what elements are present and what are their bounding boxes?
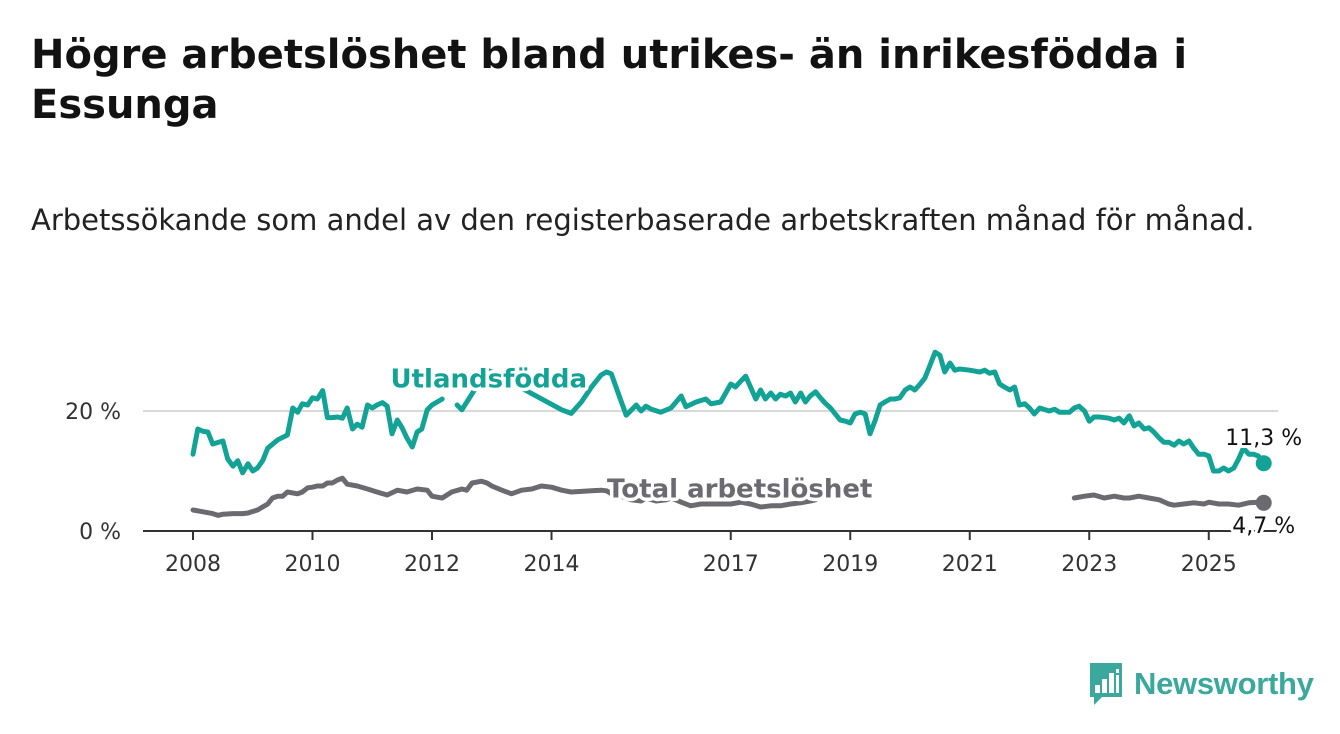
- series-label-total-arbetsl-shet: Total arbetslöshet: [607, 474, 872, 504]
- newsworthy-logo: Newsworthy: [1088, 660, 1314, 708]
- end-value-label-total-arbetsl-shet: 4,7 %: [1232, 514, 1295, 539]
- series-line-utlandsf-dda-2: [454, 349, 1267, 474]
- series-end-dot-total-arbetsl-shet: [1255, 494, 1272, 511]
- x-tick-label: 2019: [822, 552, 878, 577]
- series-label-utlandsf-dda: Utlandsfödda: [390, 365, 587, 395]
- series-layer: [190, 349, 1272, 518]
- end-value-label-utlandsf-dda: 11,3 %: [1225, 426, 1302, 451]
- y-tick-label: 20 %: [65, 400, 121, 425]
- x-tick-label: 2025: [1181, 552, 1237, 577]
- x-tick-label: 2017: [703, 552, 759, 577]
- series-line-utlandsf-dda-1: [190, 388, 445, 476]
- y-tick-label: 0 %: [79, 520, 121, 545]
- brand-name: Newsworthy: [1134, 666, 1314, 701]
- chart-subtitle: Arbetssökande som andel av den registerb…: [31, 203, 1255, 237]
- line-chart: 0 % 20 % 2008 2010 2012 2014 2017 2019 2021 2023 2…: [65, 349, 1305, 577]
- x-tick-label: 2012: [404, 552, 460, 577]
- chart-title: Högre arbetslöshet bland utrikes- än inr…: [31, 32, 1188, 128]
- axis-layer: 0 % 20 % 2008 2010 2012 2014 2017 2019 2021 2023 2…: [65, 400, 1278, 577]
- x-tick-label: 2008: [165, 552, 221, 577]
- x-tick-label: 2023: [1061, 552, 1117, 577]
- series-line-total-arbetsl-shet-1: [190, 475, 819, 518]
- x-tick-label: 2021: [942, 552, 998, 577]
- x-tick-label: 2010: [285, 552, 341, 577]
- bar-chart-speech-bubble-icon: [1090, 663, 1122, 705]
- series-end-dot-utlandsf-dda: [1255, 455, 1272, 472]
- label-layer: Utlandsfödda Total arbetslöshet 11,3 % 4,7 …: [387, 361, 1305, 542]
- series-line-total-arbetsl-shet-2: [1071, 492, 1267, 508]
- x-tick-label: 2014: [524, 552, 580, 577]
